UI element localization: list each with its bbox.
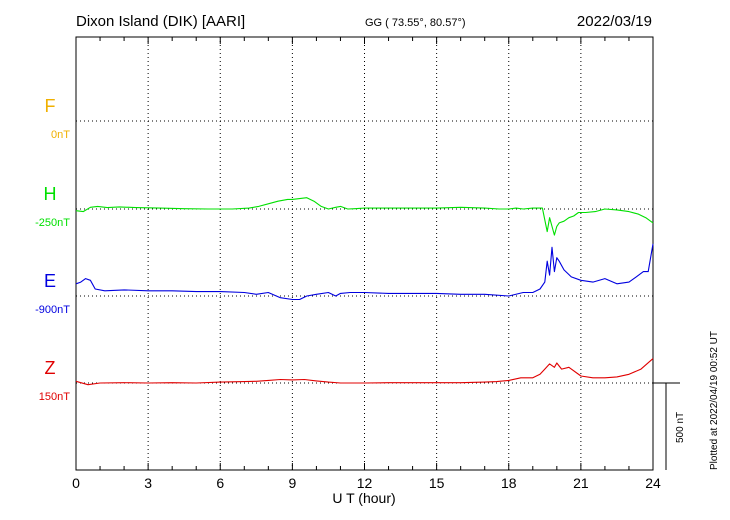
x-axis: 0 3 6 9 12 15 18 21 24 — [72, 37, 661, 491]
scale-bar-label: 500 nT — [675, 412, 686, 443]
x-tick-label: 24 — [645, 475, 661, 491]
x-tick-label: 0 — [72, 475, 80, 491]
station-title: Dixon Island (DIK) [AARI] — [76, 13, 245, 30]
baseline-label-z: 150nT — [39, 391, 70, 403]
x-axis-label: U T (hour) — [332, 490, 395, 506]
baseline-label-f: 0nT — [51, 129, 70, 141]
component-labels: F 0nT H -250nT E -900nT Z 150nT — [35, 96, 70, 403]
plotted-note: Plotted at 2022/04/19 00:52 UT — [709, 331, 720, 470]
x-tick-label: 21 — [573, 475, 589, 491]
series-lines — [75, 197, 654, 386]
grid — [76, 37, 653, 470]
x-tick-label: 6 — [216, 475, 224, 491]
component-label-f: F — [45, 96, 56, 116]
baseline-label-h: -250nT — [35, 217, 70, 229]
x-tick-label: 3 — [144, 475, 152, 491]
x-tick-label: 18 — [501, 475, 517, 491]
series-line-e — [75, 243, 654, 301]
date-label: 2022/03/19 — [577, 13, 652, 30]
x-tick-label: 9 — [288, 475, 296, 491]
series-line-z — [75, 358, 654, 386]
x-tick-label: 12 — [357, 475, 373, 491]
component-label-e: E — [44, 271, 56, 291]
component-label-z: Z — [45, 358, 56, 378]
baseline-label-e: -900nT — [35, 304, 70, 316]
component-label-h: H — [44, 184, 57, 204]
scale-bar: 500 nT — [653, 382, 686, 470]
coordinates: GG ( 73.55°, 80.57°) — [365, 17, 466, 29]
x-tick-label: 15 — [429, 475, 445, 491]
series-line-h — [75, 197, 654, 236]
